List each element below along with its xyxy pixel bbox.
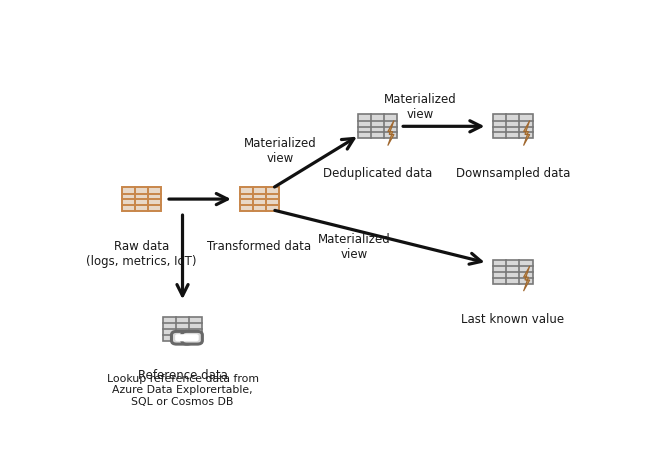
Bar bbox=[163, 317, 202, 341]
Text: Downsampled data: Downsampled data bbox=[455, 167, 570, 180]
Text: Raw data
(logs, metrics, IoT): Raw data (logs, metrics, IoT) bbox=[87, 240, 197, 268]
Bar bbox=[240, 187, 279, 211]
Text: Materialized
view: Materialized view bbox=[384, 93, 457, 121]
Bar bbox=[493, 260, 533, 284]
Text: Deduplicated data: Deduplicated data bbox=[323, 167, 432, 180]
Bar bbox=[122, 187, 161, 211]
Polygon shape bbox=[388, 120, 394, 146]
FancyBboxPatch shape bbox=[182, 331, 202, 344]
Text: Transformed data: Transformed data bbox=[208, 240, 311, 253]
Text: Materialized
view: Materialized view bbox=[318, 233, 391, 261]
FancyBboxPatch shape bbox=[186, 334, 199, 341]
Text: Last known value: Last known value bbox=[461, 313, 564, 325]
FancyBboxPatch shape bbox=[171, 331, 192, 344]
Text: Reference data: Reference data bbox=[137, 369, 227, 383]
Bar bbox=[358, 114, 397, 138]
FancyBboxPatch shape bbox=[175, 334, 188, 341]
Bar bbox=[493, 114, 533, 138]
Polygon shape bbox=[524, 266, 529, 291]
Text: Lookup reference data from
Azure Data Explorertable,
SQL or Cosmos DB: Lookup reference data from Azure Data Ex… bbox=[106, 373, 258, 407]
Text: Materialized
view: Materialized view bbox=[243, 137, 316, 165]
Polygon shape bbox=[524, 120, 529, 146]
